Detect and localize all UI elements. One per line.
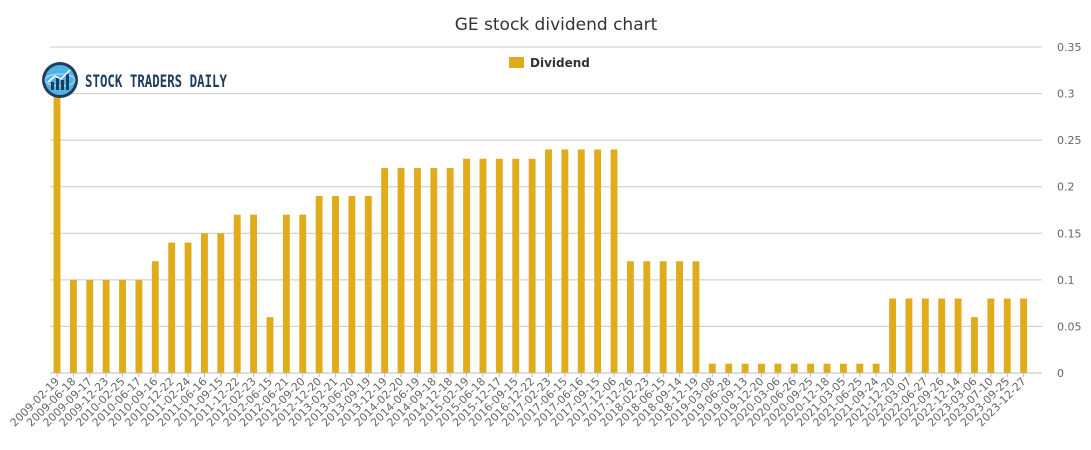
legend-label: Dividend xyxy=(530,56,590,70)
bar[interactable] xyxy=(561,149,569,373)
bar[interactable] xyxy=(348,196,356,373)
bar[interactable] xyxy=(512,158,520,373)
logo: STOCK TRADERS DAILY xyxy=(42,62,228,98)
bar[interactable] xyxy=(971,317,978,373)
bar[interactable] xyxy=(692,261,700,373)
bar[interactable] xyxy=(201,233,208,373)
logo-text: STOCK TRADERS DAILY xyxy=(85,72,228,92)
bar[interactable] xyxy=(774,363,782,373)
bar[interactable] xyxy=(102,279,110,373)
chart-title: GE stock dividend chart xyxy=(455,15,658,35)
bar[interactable] xyxy=(987,298,995,373)
bar[interactable] xyxy=(69,279,77,373)
bar[interactable] xyxy=(643,261,651,373)
bar[interactable] xyxy=(266,317,274,373)
bar[interactable] xyxy=(1020,298,1028,373)
y-tick-label: 0 xyxy=(1057,367,1064,380)
bar[interactable] xyxy=(151,261,159,373)
y-tick-label: 0.3 xyxy=(1057,88,1075,101)
bar[interactable] xyxy=(545,149,552,373)
bar[interactable] xyxy=(872,363,880,373)
bar[interactable] xyxy=(839,363,847,373)
bar[interactable] xyxy=(135,279,143,373)
bar[interactable] xyxy=(184,242,192,373)
bar[interactable] xyxy=(495,158,503,373)
bar[interactable] xyxy=(332,196,339,373)
bar[interactable] xyxy=(889,298,896,373)
y-tick-label: 0.15 xyxy=(1057,227,1082,240)
y-tick-label: 0.25 xyxy=(1057,134,1082,147)
bar[interactable] xyxy=(725,363,733,373)
bar[interactable] xyxy=(528,158,536,373)
bar[interactable] xyxy=(282,214,290,373)
stock-chart-globe-icon xyxy=(42,62,78,98)
bar[interactable] xyxy=(413,168,421,373)
bar[interactable] xyxy=(610,149,618,373)
bar[interactable] xyxy=(430,168,438,373)
y-tick-label: 0.2 xyxy=(1057,181,1075,194)
y-axis-ticks: 0 0.05 0.1 0.15 0.2 0.25 0.3 0.35 xyxy=(1057,41,1082,380)
legend-swatch xyxy=(509,57,524,68)
bars xyxy=(53,84,1028,373)
bar[interactable] xyxy=(86,279,94,373)
bar[interactable] xyxy=(381,168,389,373)
y-tick-label: 0.05 xyxy=(1057,320,1082,333)
legend[interactable]: Dividend xyxy=(509,56,590,70)
y-tick-label: 0.1 xyxy=(1057,274,1075,287)
bar[interactable] xyxy=(659,261,667,373)
bar[interactable] xyxy=(921,298,929,373)
bar[interactable] xyxy=(807,363,815,373)
bar[interactable] xyxy=(1003,298,1011,373)
bar[interactable] xyxy=(676,261,684,373)
bar[interactable] xyxy=(463,158,471,373)
bar[interactable] xyxy=(594,149,602,373)
bar[interactable] xyxy=(577,149,585,373)
bar[interactable] xyxy=(758,363,765,373)
bar[interactable] xyxy=(823,363,831,373)
x-axis-ticks: 2009-02-192009-06-182009-09-172009-12-23… xyxy=(8,372,1042,429)
bar[interactable] xyxy=(741,363,749,373)
y-tick-label: 0.35 xyxy=(1057,41,1082,54)
bar[interactable] xyxy=(938,298,946,373)
bar[interactable] xyxy=(446,168,454,373)
bar[interactable] xyxy=(626,261,634,373)
bar[interactable] xyxy=(479,158,487,373)
bar[interactable] xyxy=(397,168,405,373)
bar[interactable] xyxy=(790,363,798,373)
bar[interactable] xyxy=(315,196,323,373)
bar[interactable] xyxy=(905,298,913,373)
bar[interactable] xyxy=(119,279,126,373)
bar[interactable] xyxy=(954,298,962,373)
bar[interactable] xyxy=(708,363,716,373)
bar[interactable] xyxy=(856,363,864,373)
bar[interactable] xyxy=(250,214,258,373)
bar[interactable] xyxy=(217,233,225,373)
bar[interactable] xyxy=(168,242,176,373)
bar[interactable] xyxy=(53,84,61,373)
bar[interactable] xyxy=(299,214,307,373)
bar[interactable] xyxy=(233,214,241,373)
bar[interactable] xyxy=(364,196,372,373)
